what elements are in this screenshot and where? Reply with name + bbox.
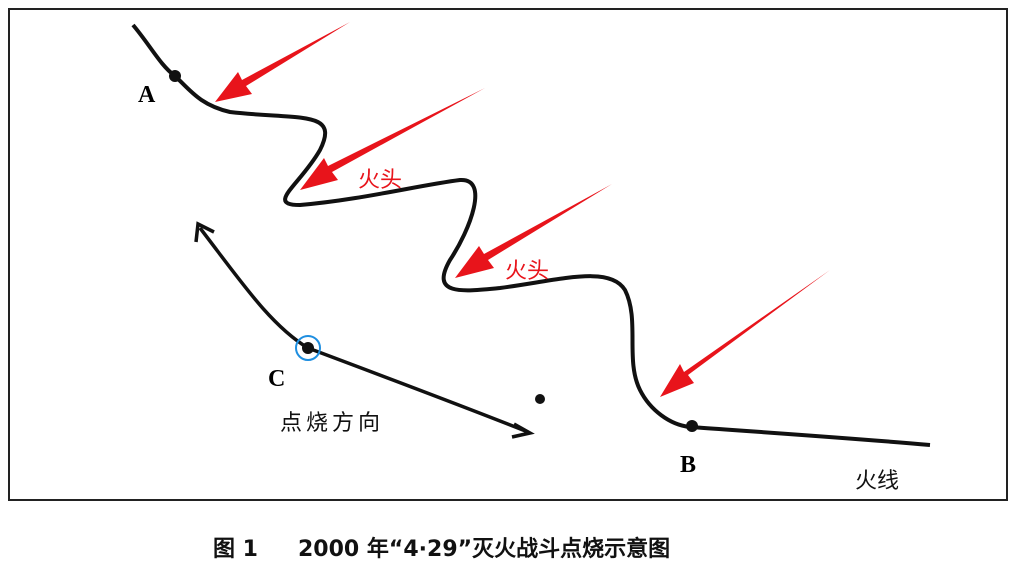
highlight: [295, 335, 321, 361]
arrow: [300, 88, 485, 190]
caption-title: 2000 年“4·29”灭火战斗点烧示意图: [298, 536, 670, 562]
arrow-head: [511, 422, 535, 439]
point-a: [169, 70, 181, 82]
ignition-label: 点烧方向: [280, 411, 384, 436]
ignition-path: [198, 226, 529, 434]
fire-head-label: 火头: [358, 168, 402, 193]
arrow: [455, 184, 612, 278]
label-a: A: [138, 82, 156, 108]
arrow-head: [194, 221, 215, 243]
caption-number: 图 1: [213, 537, 258, 562]
point-c: [302, 342, 314, 354]
arrow: [215, 22, 350, 102]
fire-line: [131, 23, 931, 447]
fire-line-label: 火线: [855, 469, 899, 494]
fire-arrows: [215, 22, 830, 397]
label-b: B: [680, 452, 696, 478]
fire-head-label: 火头: [505, 259, 549, 284]
arrow: [660, 270, 830, 397]
point-b: [686, 420, 698, 432]
label-c: C: [268, 366, 285, 392]
frame: [8, 8, 1008, 501]
dot: [535, 394, 545, 404]
